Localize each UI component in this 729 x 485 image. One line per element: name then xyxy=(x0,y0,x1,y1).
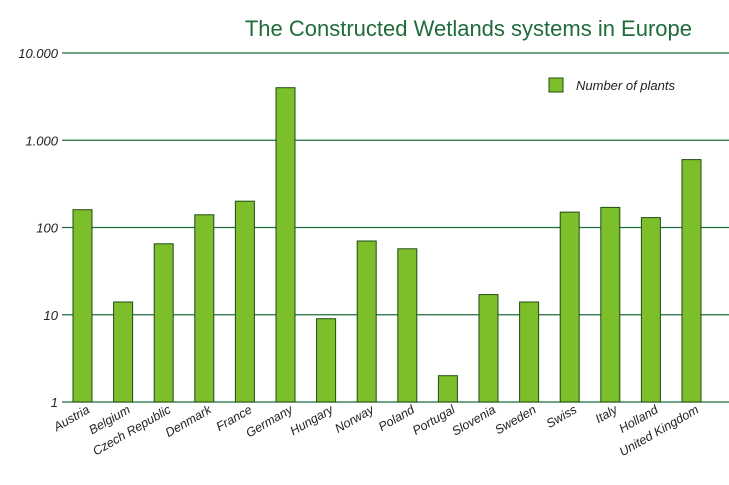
x-tick-label: Sweden xyxy=(492,402,538,437)
bar xyxy=(559,211,580,403)
bar xyxy=(316,318,337,403)
y-tick-label: 10 xyxy=(44,308,59,323)
legend: Number of plants xyxy=(548,77,675,93)
x-tick-label: Denmark xyxy=(163,402,215,440)
bars xyxy=(72,87,702,403)
legend-label: Number of plants xyxy=(576,78,675,93)
x-tick-label: Portugal xyxy=(410,402,458,438)
x-tick-label: Germany xyxy=(243,402,295,440)
x-tick-label: Italy xyxy=(593,402,621,426)
bar xyxy=(194,214,215,403)
bar xyxy=(356,240,377,403)
bar xyxy=(478,294,499,403)
bar xyxy=(519,301,540,403)
bar xyxy=(72,209,93,403)
bar xyxy=(437,375,458,403)
y-tick-label: 10.000 xyxy=(18,46,59,61)
chart-title: The Constructed Wetlands systems in Euro… xyxy=(245,16,692,41)
bar xyxy=(234,200,255,403)
y-tick-label: 100 xyxy=(36,221,58,236)
bar xyxy=(153,243,174,403)
y-axis-ticks: 10.000 1.000 100 10 1 xyxy=(18,46,59,410)
bar xyxy=(681,159,702,403)
bar xyxy=(640,217,661,403)
legend-swatch xyxy=(548,77,564,93)
x-tick-label: Norway xyxy=(333,402,377,436)
x-tick-label: Hungary xyxy=(288,402,337,438)
bar xyxy=(113,301,134,403)
x-tick-label: Slovenia xyxy=(449,402,498,438)
x-tick-label: Swiss xyxy=(544,402,579,430)
bar xyxy=(600,206,621,403)
y-tick-label: 1.000 xyxy=(25,133,58,148)
y-tick-label: 1 xyxy=(51,395,58,410)
bar xyxy=(397,248,418,403)
bar xyxy=(275,87,296,403)
